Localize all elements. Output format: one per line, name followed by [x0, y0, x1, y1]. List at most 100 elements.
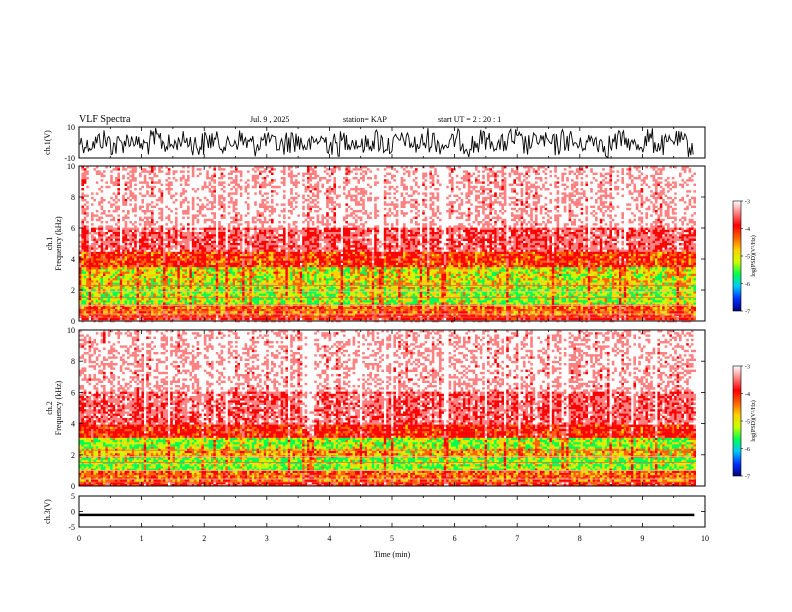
ch1-spectrogram-cell — [271, 212, 274, 214]
ch1-spectrogram-cell — [91, 192, 94, 194]
ch1-spectrogram-cell — [264, 247, 267, 249]
ch1-spectrogram-cell — [177, 280, 180, 282]
ch1-spectrogram-cell — [295, 318, 298, 320]
ch1-spectrogram-cell — [257, 232, 260, 234]
ch1-spectrogram-cell — [134, 272, 137, 274]
ch1-spectrogram-cell — [223, 278, 226, 280]
ch1-spectrogram-cell — [261, 283, 264, 285]
ch1-spectrogram-cell — [180, 223, 183, 225]
ch1-spectrogram-cell — [230, 181, 233, 183]
ch1-spectrogram-cell — [120, 274, 123, 276]
ch1-spectrogram-cell — [288, 201, 291, 203]
ch1-spectrogram-cell — [182, 256, 185, 258]
ch1-spectrogram-cell — [257, 177, 260, 179]
ch1-spectrogram-cell — [211, 311, 214, 313]
ch1-spectrogram-cell — [153, 318, 156, 320]
ch1-spectrogram-cell — [201, 276, 204, 278]
ch1-spectrogram-cell — [276, 258, 279, 260]
ch1-spectrogram-cell — [144, 239, 147, 241]
ch1-spectrogram-cell — [161, 190, 164, 192]
ch1-spectrogram-cell — [89, 287, 92, 289]
ch1-spectrogram-cell — [283, 184, 286, 186]
ch1-spectrogram-cell — [86, 236, 89, 238]
ch1-spectrogram-cell — [213, 228, 216, 230]
ch1-spectrogram-cell — [105, 181, 108, 183]
ch1-spectrogram-cell — [134, 258, 137, 260]
ch1-spectrogram-cell — [252, 243, 255, 245]
ch1-spectrogram-cell — [113, 203, 116, 205]
ch1-spectrogram-cell — [206, 261, 209, 263]
ch1-spectrogram-cell — [233, 263, 236, 265]
ch1-spectrogram-cell — [96, 170, 99, 172]
ch1-spectrogram-cell — [216, 250, 219, 252]
ch1-spectrogram-cell — [192, 201, 195, 203]
ch1-spectrogram-cell — [137, 228, 140, 230]
ch1-spectrogram-cell — [101, 206, 104, 208]
ch1-spectrogram-cell — [84, 307, 87, 309]
ch1-spectrogram-cell — [245, 294, 248, 296]
ch1-spectrogram-cell — [225, 283, 228, 285]
ch1-spectrogram-cell — [141, 272, 144, 274]
ch1-spectrogram-cell — [259, 236, 262, 238]
ch1-spectrogram-cell — [245, 318, 248, 320]
ch1-spectrogram-cell — [158, 241, 161, 243]
ch1-spectrogram-cell — [84, 276, 87, 278]
ch1-spectrogram-cell — [120, 258, 123, 260]
ch1-spectrogram-cell — [312, 265, 315, 267]
ch1-spectrogram-cell — [213, 307, 216, 309]
ch1-spectrogram-cell — [182, 175, 185, 177]
ch1-spectrogram-cell — [177, 294, 180, 296]
ch1-spectrogram-cell — [314, 311, 317, 313]
ch1-spectrogram-cell — [249, 261, 252, 263]
ch1-spectrogram-cell — [290, 294, 293, 296]
ch1-spectrogram-cell — [86, 307, 89, 309]
ch1-spectrogram-cell — [144, 258, 147, 260]
ch1-spectrogram-cell — [237, 186, 240, 188]
ch1-spectrogram-cell — [293, 263, 296, 265]
ch1-spectrogram-cell — [168, 280, 171, 282]
ch1-spectrogram-cell — [120, 311, 123, 313]
ch1-spectrogram-cell — [132, 298, 135, 300]
ch1-spectrogram-cell — [84, 203, 87, 205]
ch1-spectrogram-cell — [297, 245, 300, 247]
ch1-spectrogram-cell — [125, 267, 128, 269]
ch1-spectrogram-cell — [257, 175, 260, 177]
ch1-spectrogram-cell — [194, 214, 197, 216]
ch1-spectrogram-cell — [81, 184, 84, 186]
ch1-spectrogram-cell — [233, 217, 236, 219]
ch1-spectrogram-cell — [302, 274, 305, 276]
ch1-spectrogram-cell — [187, 263, 190, 265]
ch1-spectrogram-cell — [266, 276, 269, 278]
ch1-spectrogram-cell — [293, 267, 296, 269]
ch1-spectrogram-cell — [233, 230, 236, 232]
ch1-spectrogram-cell — [182, 212, 185, 214]
ch1-spectrogram-cell — [285, 243, 288, 245]
ch1-spectrogram-cell — [211, 294, 214, 296]
ch1-spectrogram-cell — [194, 232, 197, 234]
ch1-spectrogram-cell — [122, 230, 125, 232]
ch1-spectrogram-cell — [235, 234, 238, 236]
ch1-spectrogram-cell — [163, 252, 166, 254]
ch1-spectrogram-cell — [175, 170, 178, 172]
ch1-spectrogram-cell — [132, 228, 135, 230]
ch1-spectrogram-cell — [312, 254, 315, 256]
ch1-spectrogram-cell — [273, 267, 276, 269]
ch1-spectrogram-cell — [144, 236, 147, 238]
ch1-spectrogram-cell — [247, 223, 250, 225]
ch1-spectrogram-cell — [233, 287, 236, 289]
ch1-spectrogram-cell — [254, 181, 257, 183]
ch1-spectrogram-cell — [146, 234, 149, 236]
ch1-spectrogram-cell — [175, 274, 178, 276]
ch1-spectrogram-cell — [199, 250, 202, 252]
ch1-spectrogram-cell — [127, 300, 130, 302]
ch1-spectrogram-cell — [101, 179, 104, 181]
ch1-spectrogram-cell — [86, 195, 89, 197]
ch1-spectrogram-cell — [302, 267, 305, 269]
ch1-spectrogram-cell — [230, 254, 233, 256]
ch1-spectrogram-cell — [273, 258, 276, 260]
ch1-spectrogram-cell — [86, 261, 89, 263]
ch1-spectrogram-cell — [98, 307, 101, 309]
ch1-spectrogram-cell — [257, 258, 260, 260]
ch1-spectrogram-cell — [257, 294, 260, 296]
ch1-spectrogram-cell — [115, 307, 118, 309]
